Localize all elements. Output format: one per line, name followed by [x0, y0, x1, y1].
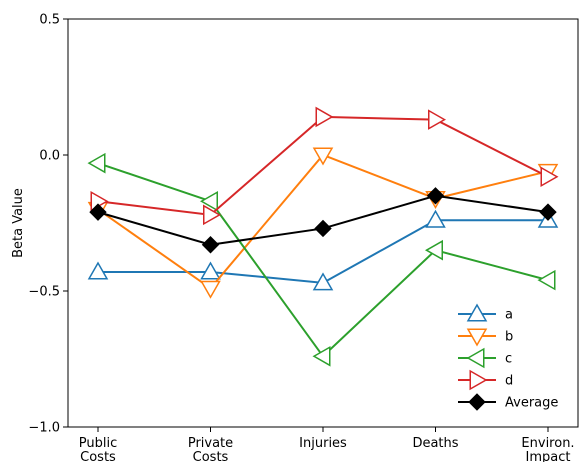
data-point — [314, 219, 332, 238]
data-point — [203, 204, 222, 226]
legend-marker — [468, 393, 486, 411]
y-tick-label: −1.0 — [28, 421, 60, 436]
legend-item: b — [458, 328, 513, 347]
legend-label: Average — [505, 396, 558, 411]
legend-item: c — [458, 347, 512, 369]
data-point — [540, 166, 559, 188]
series-d — [90, 106, 559, 226]
data-point — [315, 106, 334, 128]
data-point — [537, 269, 556, 291]
y-axis-label: Beta Value — [11, 188, 26, 258]
legend-marker — [466, 347, 485, 369]
y-tick-label: −0.5 — [28, 285, 60, 300]
legend-item: d — [458, 369, 513, 391]
data-point — [539, 203, 557, 221]
data-point — [200, 280, 221, 299]
data-point — [87, 152, 106, 174]
legend-label: a — [505, 308, 513, 323]
data-point — [312, 147, 334, 166]
data-point — [428, 109, 447, 130]
legend-label: d — [505, 374, 513, 389]
legend-item: a — [458, 303, 513, 323]
data-point — [312, 345, 331, 367]
data-point — [199, 190, 218, 212]
data-point — [200, 261, 221, 280]
legend-label: b — [505, 330, 513, 345]
data-point — [89, 203, 107, 221]
x-tick-label: Private Costs — [188, 436, 233, 462]
y-tick-label: 0.0 — [39, 149, 60, 164]
data-point — [201, 236, 220, 254]
series-c — [87, 152, 556, 367]
legend-marker — [466, 303, 488, 322]
data-point — [424, 239, 443, 261]
legend-marker — [469, 369, 488, 391]
x-tick-label: Environ. Impact — [521, 436, 574, 462]
series-line — [97, 162, 549, 358]
data-point — [425, 209, 446, 228]
series-a — [87, 209, 559, 291]
legend-marker — [466, 328, 488, 347]
data-point — [87, 261, 109, 280]
data-point — [426, 187, 445, 205]
legend-item: Average — [458, 393, 558, 411]
x-tick-label: Public Costs — [79, 436, 117, 462]
y-tick-label: 0.5 — [39, 13, 60, 28]
series-line — [97, 115, 549, 216]
x-tick-label: Injuries — [299, 436, 347, 451]
legend-label: c — [505, 352, 512, 367]
data-point — [312, 272, 334, 291]
series-average — [89, 187, 557, 254]
x-tick-label: Deaths — [412, 436, 458, 451]
